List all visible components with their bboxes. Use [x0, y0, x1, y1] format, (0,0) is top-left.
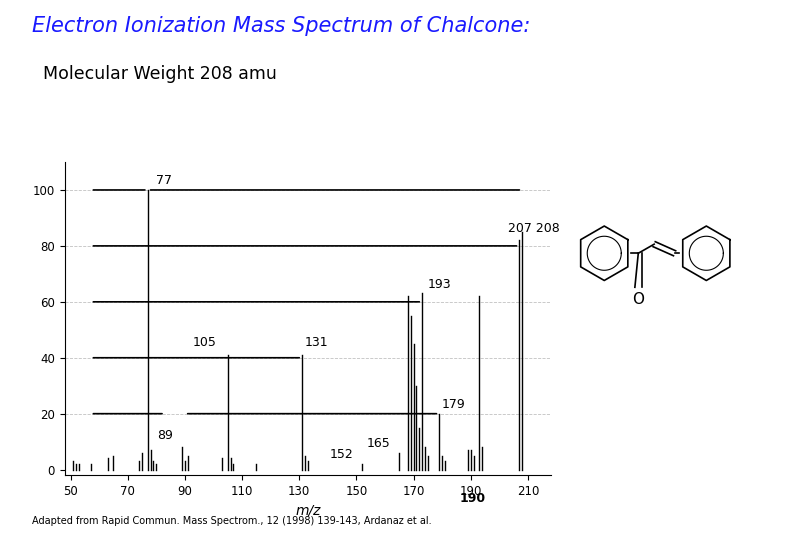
Text: 165: 165 — [367, 437, 390, 450]
Text: 105: 105 — [193, 336, 216, 349]
Text: Molecular Weight 208 amu: Molecular Weight 208 amu — [32, 65, 277, 83]
Text: O: O — [633, 292, 644, 307]
X-axis label: m/z: m/z — [295, 503, 321, 517]
Text: 77: 77 — [156, 174, 173, 187]
Text: 207 208: 207 208 — [508, 222, 560, 235]
Text: Electron Ionization Mass Spectrum of Chalcone:: Electron Ionization Mass Spectrum of Cha… — [32, 16, 531, 36]
Text: 193: 193 — [428, 278, 451, 291]
Text: 179: 179 — [442, 398, 466, 411]
Text: 190: 190 — [459, 492, 485, 505]
Text: 89: 89 — [158, 429, 173, 442]
Text: Adapted from Rapid Commun. Mass Spectrom., 12 (1998) 139-143, Ardanaz et al.: Adapted from Rapid Commun. Mass Spectrom… — [32, 516, 432, 526]
Text: 131: 131 — [305, 336, 329, 349]
Text: 152: 152 — [330, 448, 353, 461]
